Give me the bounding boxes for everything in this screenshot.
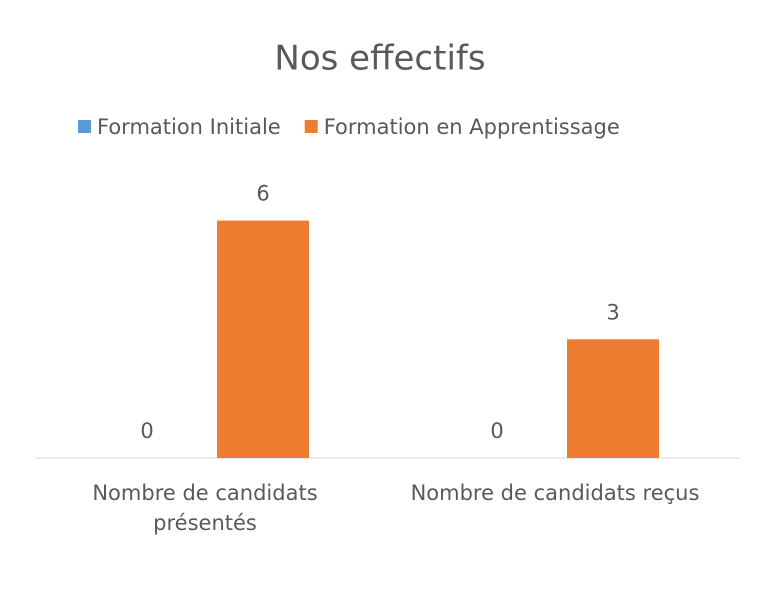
data-label: 0: [140, 419, 153, 443]
data-label: 0: [490, 419, 503, 443]
legend-label: Formation en Apprentissage: [324, 115, 620, 139]
legend-swatch: [304, 120, 318, 133]
legend-label: Formation Initiale: [97, 115, 281, 139]
x-tick-label: Nombre de candidats reçus: [410, 481, 700, 505]
bar: [567, 339, 659, 458]
bar: [217, 220, 309, 458]
data-label: 6: [256, 182, 269, 206]
legend-swatch: [78, 120, 91, 133]
data-label: 3: [606, 300, 619, 324]
x-tick-label: Nombre de candidats présentés: [92, 481, 318, 535]
chart-title: Nos effectifs: [274, 39, 485, 79]
